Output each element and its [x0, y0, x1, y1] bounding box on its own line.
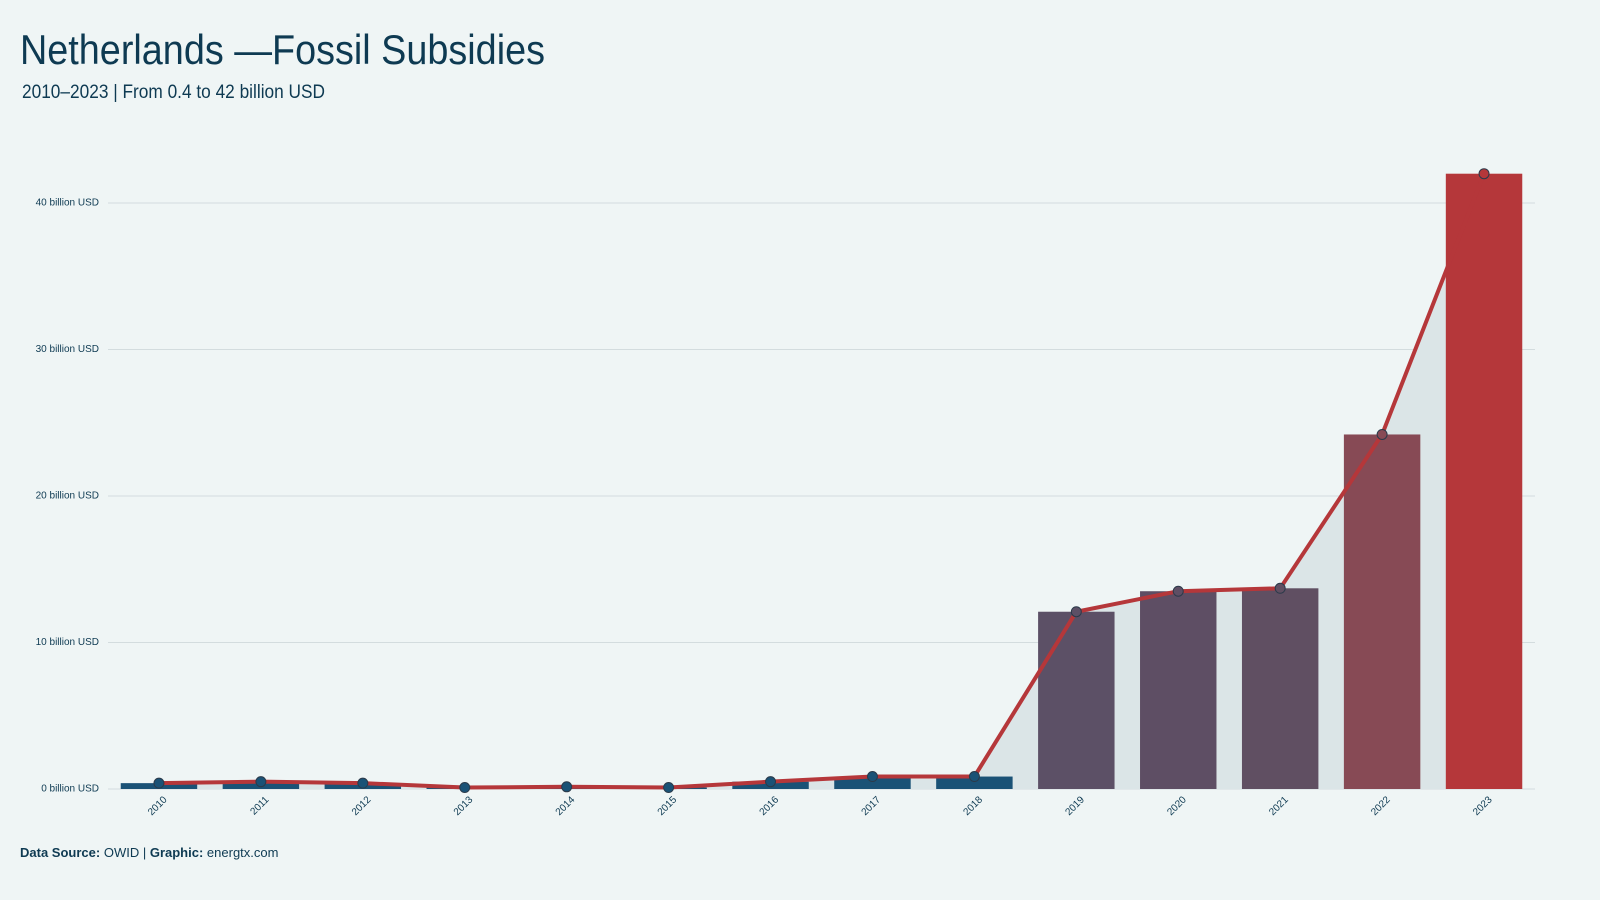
point: [255, 776, 267, 788]
bar: [1140, 591, 1217, 789]
source-label: Data Source:: [20, 845, 100, 860]
footer: Data Source: OWID | Graphic: energtx.com: [20, 845, 278, 860]
point: [1274, 582, 1286, 594]
point: [765, 776, 777, 788]
graphic-label: Graphic:: [150, 845, 203, 860]
bar: [1343, 434, 1421, 789]
x-tick-label: 2023: [1471, 794, 1495, 818]
y-tick-label: 10 billion USD: [36, 637, 99, 648]
y-tick-label: 30 billion USD: [36, 344, 99, 355]
x-tick-label: 2016: [758, 794, 782, 818]
point: [866, 771, 878, 783]
bar: [1038, 611, 1115, 789]
y-tick-label: 40 billion USD: [36, 198, 99, 209]
point: [561, 781, 573, 793]
x-tick-label: 2020: [1165, 794, 1189, 818]
x-tick-label: 2010: [146, 794, 170, 818]
point: [663, 782, 675, 794]
x-tick-label: 2019: [1063, 794, 1087, 818]
point: [1070, 606, 1082, 618]
x-tick-label: 2017: [860, 794, 884, 818]
chart-title: Netherlands —Fossil Subsidies: [20, 26, 545, 73]
x-tick-label: 2012: [350, 794, 374, 818]
point: [459, 782, 471, 794]
graphic: energtx.com: [207, 845, 279, 860]
x-tick-label: 2021: [1267, 794, 1291, 818]
bar: [1445, 173, 1523, 789]
point: [968, 771, 980, 783]
point: [1376, 428, 1388, 440]
point: [153, 777, 165, 789]
chart-subtitle: 2010–2023 | From 0.4 to 42 billion USD: [22, 82, 325, 103]
x-tick-label: 2018: [961, 794, 985, 818]
y-tick-label: 0 billion USD: [41, 784, 99, 795]
point: [1478, 168, 1490, 180]
x-tick-label: 2022: [1369, 794, 1393, 818]
x-tick-label: 2013: [452, 794, 476, 818]
source: OWID |: [104, 845, 146, 860]
x-tick-label: 2015: [656, 794, 680, 818]
point: [1172, 585, 1184, 597]
point: [357, 777, 369, 789]
chart: Netherlands —Fossil Subsidies 2010–2023 …: [20, 26, 1535, 860]
y-tick-label: 20 billion USD: [36, 491, 99, 502]
bar: [936, 776, 1013, 789]
x-tick-label: 2014: [554, 794, 578, 818]
bar: [1241, 588, 1319, 789]
x-tick-label: 2011: [249, 794, 272, 817]
bar: [834, 776, 911, 789]
line: [158, 172, 1486, 790]
